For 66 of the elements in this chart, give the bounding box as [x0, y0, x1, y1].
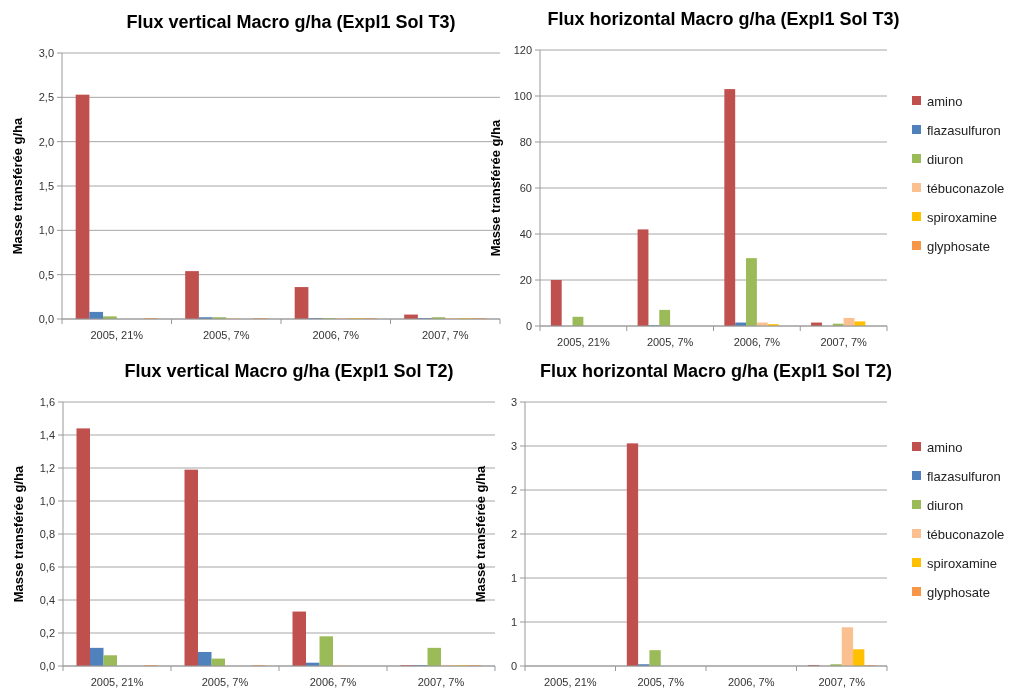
y-tick-label: 0,6	[39, 560, 55, 573]
chart-title: Flux vertical Macro g/ha (Expl1 Sol T3)	[126, 12, 456, 32]
x-tick-label: 2005, 7%	[637, 676, 685, 688]
y-tick-label: 2,0	[38, 135, 54, 148]
x-tick-label: 2005, 21%	[543, 676, 597, 688]
x-tick-label: 2005, 7%	[201, 676, 249, 688]
x-tick-label: 2005, 7%	[203, 329, 250, 341]
y-tick-label: 1	[510, 571, 517, 584]
legend-label: spiroxamine	[927, 555, 998, 571]
x-tick-label: 2006, 7%	[728, 676, 775, 688]
y-tick-label: 0	[525, 319, 532, 332]
y-tick-label: 0,8	[39, 527, 55, 540]
y-tick-label: 3	[510, 439, 517, 452]
x-tick-label: 2007, 7%	[417, 676, 465, 688]
x-tick-label: 2005, 21%	[557, 336, 610, 348]
y-tick-label: 2	[510, 483, 517, 496]
y-tick-label: 1,6	[39, 395, 55, 408]
legend-label: glyphosate	[927, 584, 990, 600]
chart-title: Flux horizontal Macro g/ha (Expl1 Sol T2)	[539, 361, 893, 381]
legend-label: amino	[927, 93, 963, 109]
y-axis-title: Masse transférée g/ha	[473, 464, 488, 603]
y-tick-label: 2	[510, 527, 517, 540]
x-tick-label: 2007, 7%	[818, 676, 866, 688]
y-tick-label: 60	[519, 181, 532, 194]
y-tick-label: 0,4	[39, 593, 55, 606]
y-tick-label: 120	[513, 43, 532, 56]
legend-label: spiroxamine	[927, 209, 998, 225]
y-tick-label: 40	[519, 227, 532, 240]
x-tick-label: 2005, 21%	[90, 329, 144, 341]
legend-label: flazasulfuron	[927, 122, 1001, 138]
y-tick-label: 3	[510, 395, 517, 408]
legend-label: amino	[927, 439, 963, 455]
y-tick-label: 1,0	[38, 224, 54, 237]
y-tick-label: 20	[519, 273, 532, 286]
y-tick-label: 0,0	[38, 312, 54, 325]
x-tick-label: 2006, 7%	[733, 336, 781, 348]
y-axis-title: Masse transférée g/ha	[11, 464, 26, 603]
y-tick-label: 0,5	[38, 268, 54, 281]
legend-label: tébuconazole	[927, 180, 1005, 196]
chart-title: Flux vertical Macro g/ha (Expl1 Sol T2)	[124, 361, 454, 381]
y-tick-label: 3,0	[38, 46, 54, 59]
x-tick-label: 2007, 7%	[422, 329, 469, 341]
y-tick-label: 1,0	[39, 494, 55, 507]
y-tick-label: 80	[519, 135, 532, 148]
y-tick-label: 1	[510, 615, 517, 628]
y-tick-label: 1,5	[38, 179, 54, 192]
legend-label: glyphosate	[927, 238, 990, 254]
x-tick-label: 2006, 7%	[309, 676, 357, 688]
legend-label: flazasulfuron	[927, 468, 1001, 484]
y-tick-label: 0	[510, 659, 517, 672]
chart-title: Flux horizontal Macro g/ha (Expl1 Sol T3)	[547, 9, 900, 29]
y-tick-label: 1,2	[39, 461, 55, 474]
y-tick-label: 0,0	[39, 659, 55, 672]
x-tick-label: 2005, 21%	[90, 676, 144, 688]
legend-label: diuron	[927, 151, 964, 167]
y-tick-label: 0,2	[39, 626, 55, 639]
legend-label: diuron	[927, 497, 964, 513]
y-tick-label: 1,4	[39, 428, 55, 441]
x-tick-label: 2006, 7%	[312, 329, 360, 341]
x-tick-label: 2005, 7%	[646, 336, 694, 348]
legend-label: tébuconazole	[927, 526, 1005, 542]
x-tick-label: 2007, 7%	[820, 336, 868, 348]
y-axis-title: Masse transférée g/ha	[10, 116, 25, 255]
y-axis-title: Masse transférée g/ha	[488, 118, 503, 257]
y-tick-label: 100	[513, 89, 532, 102]
y-tick-label: 2,5	[38, 91, 54, 104]
